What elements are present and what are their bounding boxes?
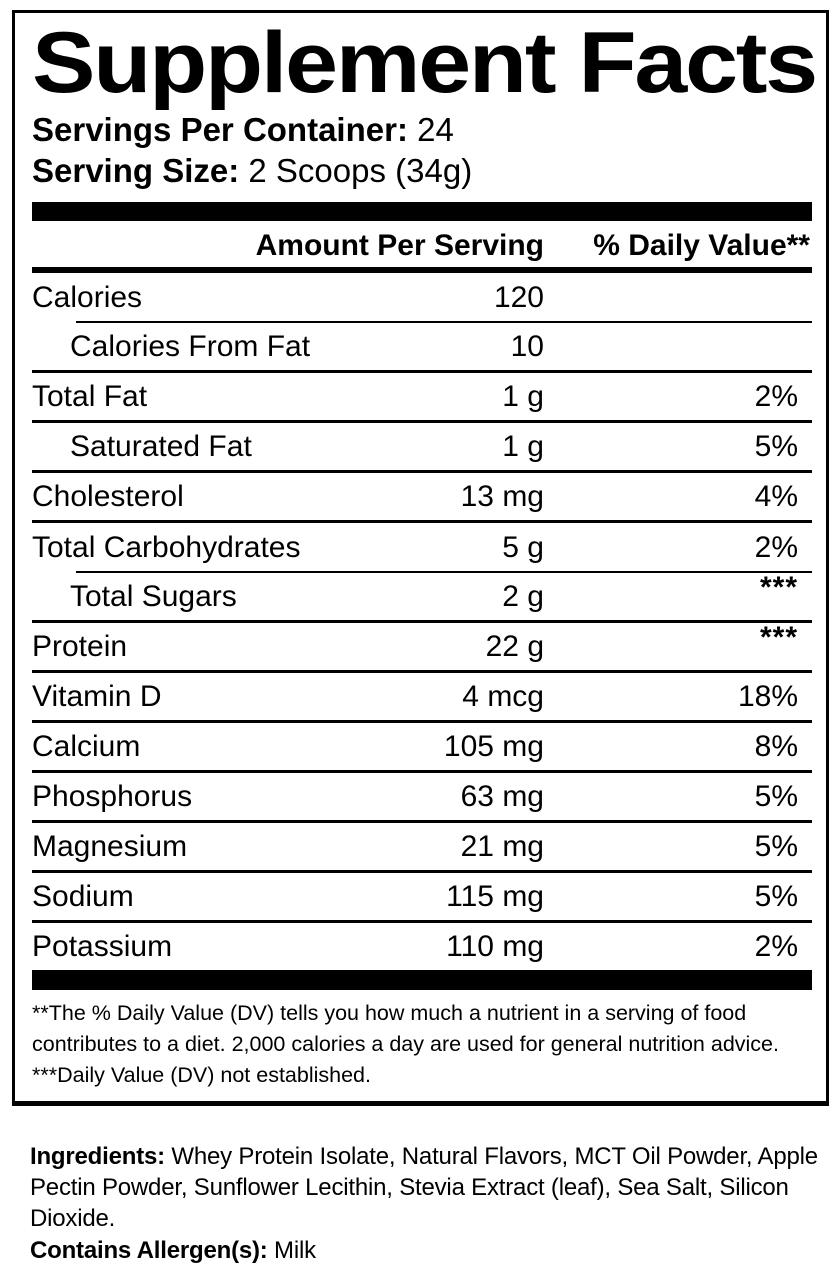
panel-title-wrap: Supplement Facts [32,19,818,106]
nutrient-name: Calories [32,281,143,315]
nutrient-daily-value: *** [759,620,798,654]
servings-per-container-label: Servings Per Container: [32,111,408,149]
ingredients-text: Whey Protein Isolate, Natural Flavors, M… [30,1143,818,1232]
nutrient-name: Total Carbohydrates [32,531,301,565]
serving-size-label: Serving Size: [32,152,240,190]
column-header-daily-value: % Daily Value** [593,229,810,263]
nutrient-table: Calories 120 Calories From Fat 10 Total … [32,273,812,970]
allergen-label: Contains Allergen(s): [30,1237,268,1264]
nutrient-name: Calories From Fat [70,329,311,363]
nutrient-row-potassium: Potassium 110 mg 2% [32,923,812,970]
nutrient-amount: 120 [493,281,544,315]
servings-per-container-value: 24 [407,111,454,149]
nutrient-row-vitamin-d: Vitamin D 4 mcg 18% [32,673,812,724]
nutrient-daily-value: 5% [754,829,798,863]
nutrient-row-magnesium: Magnesium 21 mg 5% [32,823,812,874]
nutrient-name: Protein [32,629,128,663]
nutrient-daily-value: *** [759,570,798,604]
nutrient-row-sodium: Sodium 115 mg 5% [32,873,812,924]
nutrient-row-total-fat: Total Fat 1 g 2% [32,373,812,424]
nutrient-row-protein: Protein 22 g *** [32,620,812,674]
nutrient-row-phosphorus: Phosphorus 63 mg 5% [32,773,812,824]
nutrient-name: Potassium [32,929,173,963]
nutrient-row-calories: Calories 120 [32,273,812,324]
allergen-line: Contains Allergen(s): Milk [30,1235,826,1266]
nutrient-daily-value: 2% [754,379,798,413]
daily-value-footnote: **The % Daily Value (DV) tells you how m… [32,1001,779,1057]
nutrient-name: Magnesium [32,829,188,863]
nutrient-daily-value: 2% [754,929,798,963]
separator-bar-bottom [32,970,812,991]
nutrient-amount: 22 g [485,629,544,663]
nutrient-name: Sodium [32,879,134,913]
nutrient-amount: 1 g [502,429,544,463]
nutrient-daily-value: 18% [737,679,798,713]
nutrient-amount: 63 mg [460,779,544,813]
nutrient-amount: 10 [510,329,544,363]
nutrient-name: Saturated Fat [70,429,252,463]
nutrient-row-saturated-fat: Saturated Fat 1 g 5% [32,423,812,474]
nutrient-amount: 13 mg [460,479,544,513]
ingredients-label: Ingredients: [30,1143,165,1170]
nutrient-row-total-sugars: Total Sugars 2 g *** [32,570,812,624]
nutrient-row-total-carbohydrates: Total Carbohydrates 5 g 2% [32,523,812,574]
supplement-facts-panel: Supplement Facts Servings Per Container:… [12,10,829,1107]
nutrient-amount: 1 g [502,379,544,413]
nutrient-row-cholesterol: Cholesterol 13 mg 4% [32,473,812,524]
ingredients-line: Ingredients: Whey Protein Isolate, Natur… [30,1141,826,1234]
nutrient-daily-value: 5% [754,879,798,913]
table-header-row: Amount Per Serving % Daily Value** [32,221,812,274]
nutrient-amount: 115 mg [446,879,544,913]
serving-info: Servings Per Container: 24 Serving Size:… [32,109,812,191]
nutrient-daily-value: 4% [754,479,798,513]
footnotes: **The % Daily Value (DV) tells you how m… [32,990,812,1095]
nutrient-amount: 5 g [502,531,544,565]
serving-size-value: 2 Scoops (34g) [239,152,473,190]
ingredients-section: Ingredients: Whey Protein Isolate, Natur… [30,1141,826,1266]
nutrient-name: Cholesterol [32,479,184,513]
nutrient-amount: 110 mg [446,929,544,963]
nutrient-row-calcium: Calcium 105 mg 8% [32,723,812,774]
column-header-amount: Amount Per Serving [255,229,544,263]
nutrient-name: Calcium [32,729,141,763]
nutrient-amount: 2 g [502,579,544,613]
nutrient-row-calories-from-fat: Calories From Fat 10 [32,323,812,374]
nutrient-name: Vitamin D [32,679,162,713]
panel-title: Supplement Facts [32,15,818,111]
nutrient-daily-value: 2% [754,531,798,565]
nutrient-amount: 4 mcg [462,679,544,713]
not-established-footnote: ***Daily Value (DV) not established. [32,1063,371,1088]
nutrient-amount: 21 mg [460,829,544,863]
allergen-value: Milk [267,1237,316,1264]
nutrient-daily-value: 5% [754,779,798,813]
nutrient-name: Total Fat [32,379,148,413]
servings-per-container: Servings Per Container: 24 [32,109,812,150]
serving-size: Serving Size: 2 Scoops (34g) [32,150,812,191]
nutrient-daily-value: 8% [754,729,798,763]
nutrient-daily-value: 5% [754,429,798,463]
separator-bar-top [32,202,812,222]
nutrient-amount: 105 mg [443,729,544,763]
nutrient-name: Phosphorus [32,779,193,813]
nutrient-name: Total Sugars [70,579,237,613]
